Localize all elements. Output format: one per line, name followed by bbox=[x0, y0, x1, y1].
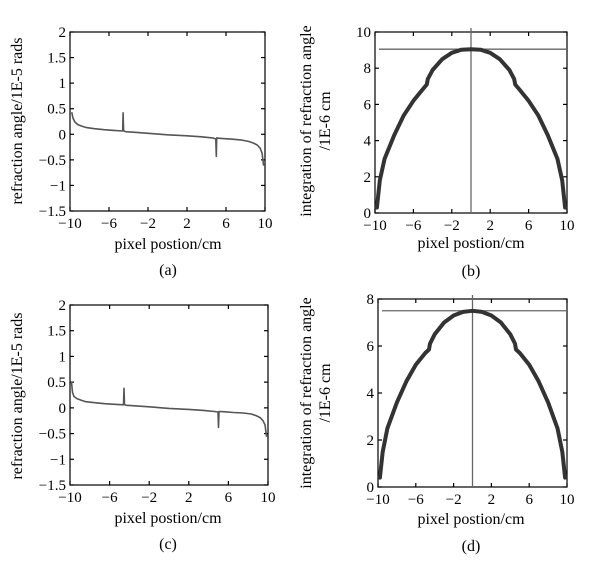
x-tick-label: −6 bbox=[408, 492, 424, 508]
y-tick-label: 0.5 bbox=[47, 102, 66, 118]
x-tick-label: 6 bbox=[525, 492, 533, 508]
y-tick-label: 10 bbox=[356, 25, 371, 41]
x-tick-label: −6 bbox=[101, 216, 117, 232]
x-tick-label: 10 bbox=[560, 218, 575, 234]
x-tick-label: 2 bbox=[486, 218, 494, 234]
y-tick-label: −0.5 bbox=[39, 153, 66, 169]
y-tick-label: −1 bbox=[50, 178, 66, 194]
panel-caption: (d) bbox=[462, 538, 481, 555]
y-tick-label: 0 bbox=[59, 127, 67, 143]
x-axis-label: pixel postion/cm bbox=[114, 510, 222, 527]
x-tick-label: −6 bbox=[405, 218, 421, 234]
x-axis-label: pixel postion/cm bbox=[114, 236, 222, 253]
y-tick-label: 6 bbox=[364, 97, 372, 113]
y-tick-label: 2 bbox=[59, 298, 67, 314]
y-tick-label: 1.5 bbox=[47, 324, 66, 340]
x-tick-label: −10 bbox=[58, 490, 81, 506]
x-tick-label: −10 bbox=[363, 218, 386, 234]
y-tick-label: 1.5 bbox=[47, 51, 66, 67]
y-tick-label: 1 bbox=[59, 349, 67, 365]
y-axis-label: integration of refraction angle/1E-6 cm bbox=[298, 25, 334, 216]
x-tick-label: −10 bbox=[58, 216, 81, 232]
x-axis-label: pixel postion/cm bbox=[417, 511, 525, 528]
panel-caption: (c) bbox=[159, 536, 177, 553]
x-tick-label: 2 bbox=[185, 490, 193, 506]
panel-caption: (a) bbox=[159, 262, 177, 279]
x-tick-label: 10 bbox=[560, 492, 575, 508]
series-line bbox=[72, 382, 267, 436]
y-tick-label: 1 bbox=[59, 76, 67, 92]
y-tick-label: 6 bbox=[367, 339, 375, 355]
x-tick-label: 6 bbox=[225, 490, 233, 506]
y-tick-label: 2 bbox=[364, 170, 372, 186]
plot-frame bbox=[70, 305, 268, 485]
x-axis-label: pixel postion/cm bbox=[417, 235, 525, 252]
y-tick-label: −1 bbox=[50, 452, 66, 468]
y-tick-label: 2 bbox=[367, 433, 375, 449]
x-tick-label: −2 bbox=[446, 492, 462, 508]
y-axis-label: refraction angle/1E-5 rads bbox=[9, 37, 26, 204]
y-tick-label: 4 bbox=[367, 386, 375, 402]
x-tick-label: 10 bbox=[258, 216, 273, 232]
x-tick-label: 2 bbox=[488, 492, 496, 508]
y-tick-label: 0 bbox=[59, 401, 67, 417]
x-tick-label: −2 bbox=[444, 218, 460, 234]
y-axis-label: refraction angle/1E-5 rads bbox=[9, 312, 26, 479]
x-tick-label: −2 bbox=[140, 216, 156, 232]
x-tick-label: 6 bbox=[222, 216, 230, 232]
y-tick-label: 8 bbox=[364, 61, 372, 77]
x-tick-label: −2 bbox=[141, 490, 157, 506]
x-tick-label: 10 bbox=[261, 490, 276, 506]
y-tick-label: −0.5 bbox=[39, 427, 66, 443]
panel-caption: (b) bbox=[462, 263, 481, 280]
y-tick-label: 0.5 bbox=[47, 375, 66, 391]
series-line bbox=[72, 113, 264, 165]
y-axis-label: integration of refraction angle/1E-6 cm bbox=[298, 297, 334, 488]
x-tick-label: 2 bbox=[183, 216, 191, 232]
x-tick-label: 6 bbox=[525, 218, 533, 234]
y-tick-label: 4 bbox=[364, 134, 372, 150]
x-tick-label: −6 bbox=[102, 490, 118, 506]
y-tick-label: 2 bbox=[59, 25, 67, 41]
plot-frame bbox=[70, 32, 265, 211]
x-tick-label: −10 bbox=[366, 492, 389, 508]
y-tick-label: 8 bbox=[367, 292, 375, 308]
